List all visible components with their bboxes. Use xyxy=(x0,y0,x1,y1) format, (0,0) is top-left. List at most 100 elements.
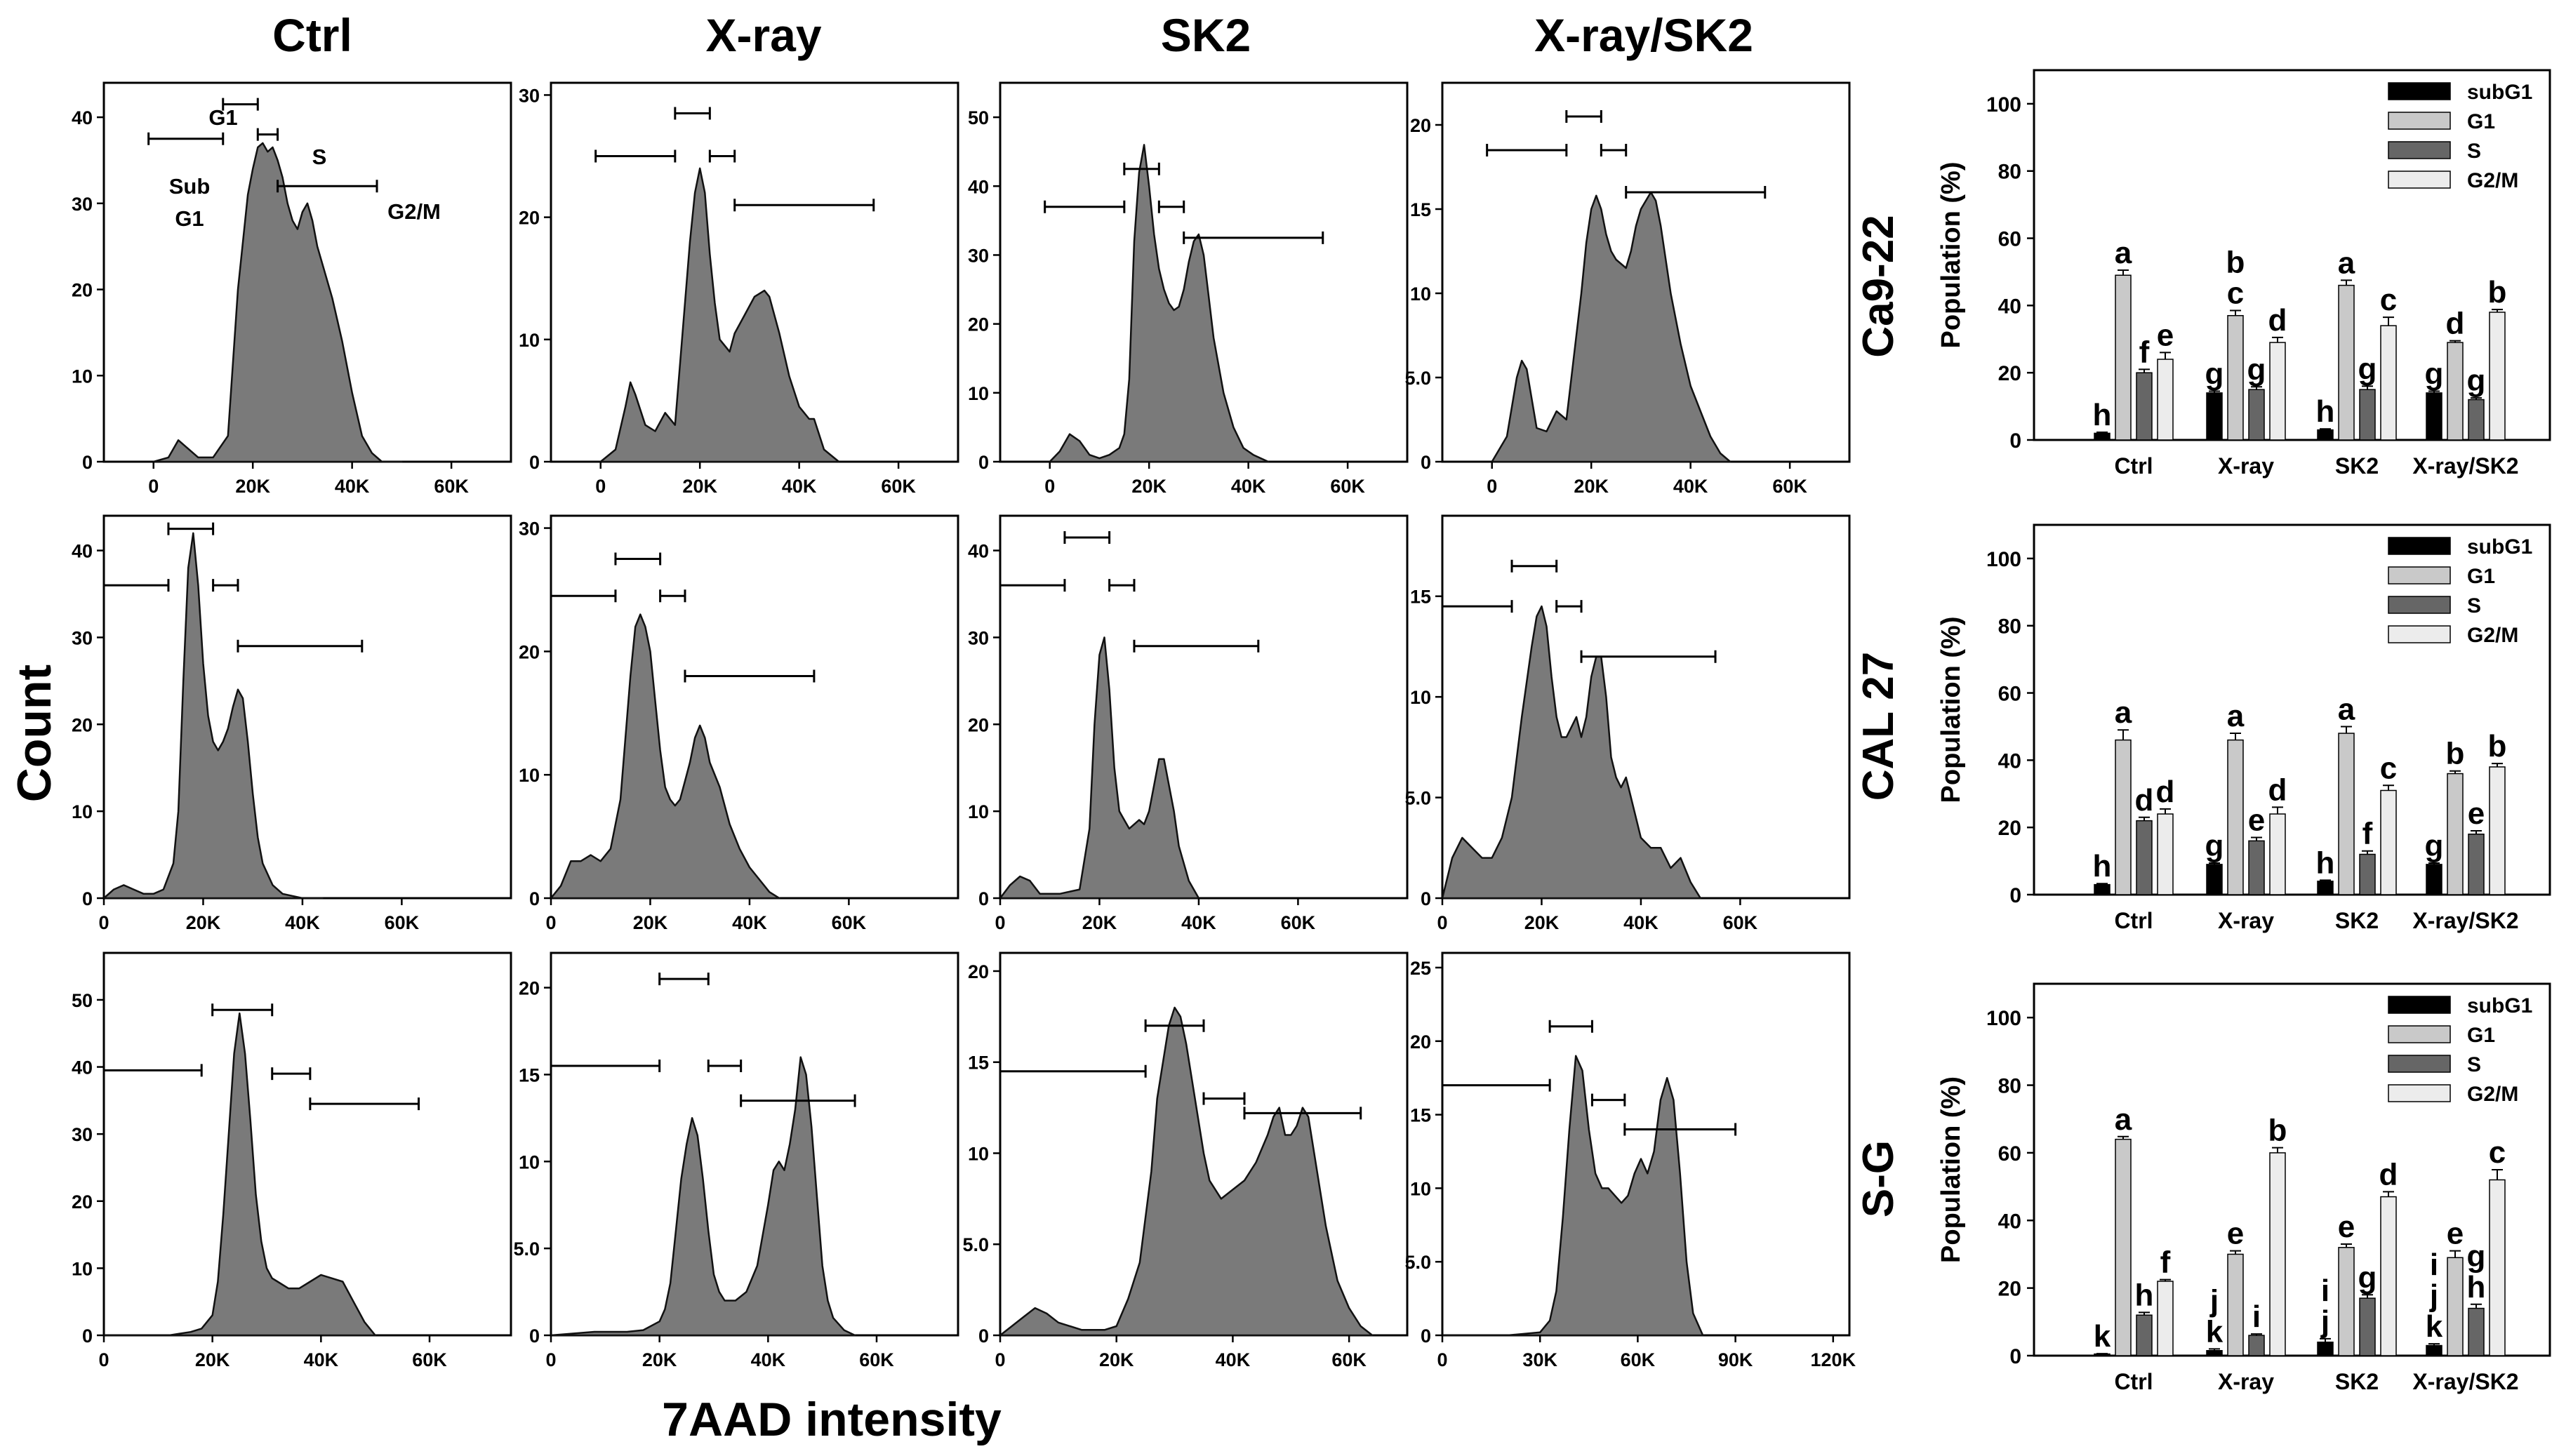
legend-swatch-subg1 xyxy=(2388,996,2451,1014)
bar-s-ctrl xyxy=(2136,1314,2153,1356)
error-bar xyxy=(2492,763,2503,767)
error-bar xyxy=(2272,806,2283,815)
gate-label-s: S xyxy=(312,145,327,169)
gate-bar-0 xyxy=(1044,200,1126,213)
gate-bar-1 xyxy=(1144,1019,1205,1032)
y-tick-label: 20 xyxy=(519,641,540,662)
legend-label-subg1: subG1 xyxy=(2467,81,2532,104)
error-bar xyxy=(2251,836,2262,841)
histogram-area-ca9-22-x-ray xyxy=(599,167,840,463)
row-title-ca9-22: Ca9-22 xyxy=(1854,215,1903,357)
bar-y-tick-label: 80 xyxy=(1998,615,2021,639)
error-bar xyxy=(2362,850,2373,855)
significance-letter: g xyxy=(2358,352,2377,386)
bar-frame-s-g xyxy=(2033,982,2551,1357)
x-tick-label: 20K xyxy=(1131,476,1166,497)
gate-bar-1 xyxy=(167,522,215,535)
bar-g2-m-sk2 xyxy=(2380,789,2397,895)
y-tick-label: 30 xyxy=(72,194,93,215)
x-tick-label: 40K xyxy=(1673,476,1708,497)
error-bar xyxy=(2139,816,2150,821)
x-axis-label-7aad: 7AAD intensity xyxy=(662,1393,1002,1446)
significance-letter: k xyxy=(2426,1309,2443,1344)
y-tick-label: 15 xyxy=(1410,587,1431,608)
legend-swatch-s xyxy=(2388,141,2451,159)
x-tick-label: 20K xyxy=(1082,912,1117,933)
error-bar xyxy=(2383,316,2394,326)
histogram-area-s-g-x-ray xyxy=(550,1056,856,1337)
error-bar xyxy=(2230,733,2241,740)
y-tick-label: 50 xyxy=(968,107,989,128)
error-bar xyxy=(2428,390,2440,393)
bar-subg1-x-ray xyxy=(2206,864,2223,895)
gate-bar-1 xyxy=(1063,530,1111,544)
gate-bar-0 xyxy=(550,589,617,603)
error-bar xyxy=(2118,269,2129,276)
legend-swatch-subg1 xyxy=(2388,537,2451,555)
error-bar xyxy=(2160,1278,2171,1281)
bar-y-tick-label: 20 xyxy=(1998,817,2021,840)
bar-s-sk2 xyxy=(2359,853,2376,895)
bar-s-sk2 xyxy=(2359,1297,2376,1356)
y-tick-label: 15 xyxy=(519,1064,540,1086)
bar-subg1-sk2 xyxy=(2317,429,2334,441)
gate-bar-1 xyxy=(674,107,711,120)
significance-letter: i xyxy=(2252,1300,2261,1334)
legend-label-g1: G1 xyxy=(2467,1024,2495,1047)
bar-g2-m-x-ray-sk2 xyxy=(2489,1179,2506,1356)
significance-letter: d xyxy=(2446,307,2465,341)
significance-letter: i xyxy=(2321,1274,2329,1308)
gate-bar-2 xyxy=(708,149,736,163)
gate-bar-3 xyxy=(237,639,364,653)
significance-letter: k xyxy=(2094,1319,2111,1354)
significance-letter: g xyxy=(2425,829,2444,863)
significance-letter: d xyxy=(2268,773,2287,807)
gate-bar-2 xyxy=(707,1060,743,1073)
gate-bar-1 xyxy=(1510,559,1558,573)
error-bar xyxy=(2320,1337,2331,1342)
bar-g1-sk2 xyxy=(2338,284,2355,441)
bar-y-tick-label: 0 xyxy=(2009,1345,2021,1368)
bar-g1-x-ray-sk2 xyxy=(2447,342,2464,441)
y-tick-label: 40 xyxy=(72,107,93,128)
histogram-area-ca9-22-ctrl xyxy=(152,142,403,463)
significance-letter: d xyxy=(2268,303,2287,338)
significance-letter: a xyxy=(2115,1102,2132,1137)
y-tick-label: 0 xyxy=(978,452,989,473)
x-tick-label: 40K xyxy=(335,476,370,497)
y-tick-label: 10 xyxy=(519,765,540,786)
significance-letter: e xyxy=(2338,1210,2355,1244)
bar-g1-sk2 xyxy=(2338,1247,2355,1356)
x-tick-label: 30K xyxy=(1522,1349,1557,1370)
histogram-area-cal-27-ctrl xyxy=(102,532,324,900)
bar-s-x-ray-sk2 xyxy=(2468,399,2485,441)
bar-g1-x-ray xyxy=(2227,1253,2244,1356)
bar-y-tick-label: 20 xyxy=(1998,1278,2021,1301)
x-tick-label: 0 xyxy=(1487,476,1497,497)
bar-g2-m-x-ray xyxy=(2269,342,2286,441)
bar-y-tick-label: 80 xyxy=(1998,1075,2021,1098)
legend-swatch-g2-m xyxy=(2388,1084,2451,1102)
significance-letter: a xyxy=(2338,246,2355,280)
x-tick-label: 40K xyxy=(1181,912,1216,933)
error-bar xyxy=(2209,862,2220,864)
y-tick-label: 5.0 xyxy=(962,1234,989,1255)
x-tick-label: 20K xyxy=(1099,1349,1134,1370)
significance-letter: f xyxy=(2139,335,2150,369)
bar-s-ctrl xyxy=(2136,372,2153,441)
bar-category-label: Ctrl xyxy=(2114,453,2153,479)
y-tick-label: 10 xyxy=(1410,687,1431,708)
gate-bar-2 xyxy=(1157,200,1185,213)
significance-letter: h xyxy=(2467,1270,2486,1304)
gate-bar-2 xyxy=(1108,579,1136,592)
significance-letter: e xyxy=(2157,318,2174,352)
y-tick-label: 0 xyxy=(978,888,989,909)
error-bar xyxy=(2492,1169,2503,1180)
x-tick-label: 0 xyxy=(1437,912,1447,933)
x-tick-label: 40K xyxy=(782,476,817,497)
error-bar xyxy=(2362,385,2373,390)
y-tick-label: 30 xyxy=(968,245,989,266)
error-bar xyxy=(2272,336,2283,343)
significance-letter: g xyxy=(2358,1260,2377,1295)
y-tick-label: 5.0 xyxy=(1404,788,1431,809)
